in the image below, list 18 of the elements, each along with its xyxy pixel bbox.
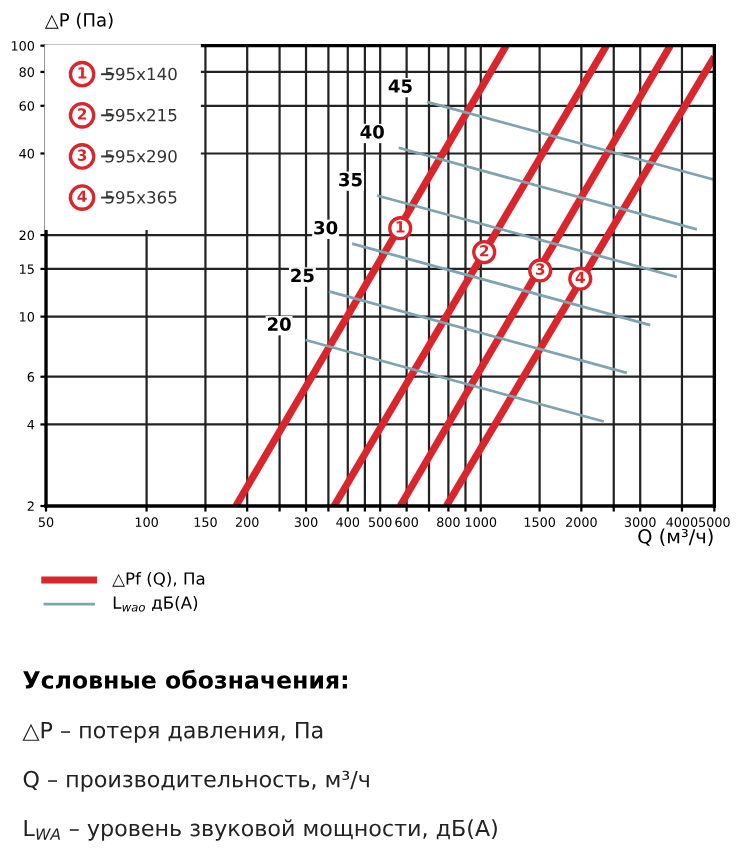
legend-label: 595x290 bbox=[105, 149, 177, 163]
y-axis-title: △P (Па) bbox=[44, 12, 113, 29]
x-axis-title: Q (м³/ч) bbox=[638, 528, 713, 546]
legend-label: 595x140 bbox=[105, 67, 177, 81]
series-label: 45 bbox=[388, 79, 412, 93]
series-label: 25 bbox=[291, 268, 314, 283]
series-label: 40 bbox=[360, 125, 384, 139]
legend-label: 595x365 bbox=[105, 191, 177, 204]
text: △Pf (Q), Па bbox=[112, 571, 205, 587]
text: L$_{wao}$ дБ(А) bbox=[113, 596, 198, 612]
series-label: 30 bbox=[314, 220, 338, 235]
series-label: 35 bbox=[339, 172, 362, 187]
text: L$_{WA}$ – уровень звуковой мощности, дБ(А) bbox=[24, 819, 497, 841]
series-label: 20 bbox=[267, 317, 291, 331]
text: △P – потеря давления, Па bbox=[22, 721, 323, 743]
text: Q – производительность, м³/ч bbox=[23, 770, 369, 792]
legend-label: 595x215 bbox=[105, 108, 177, 122]
text: Условные обозначения: bbox=[23, 669, 347, 689]
